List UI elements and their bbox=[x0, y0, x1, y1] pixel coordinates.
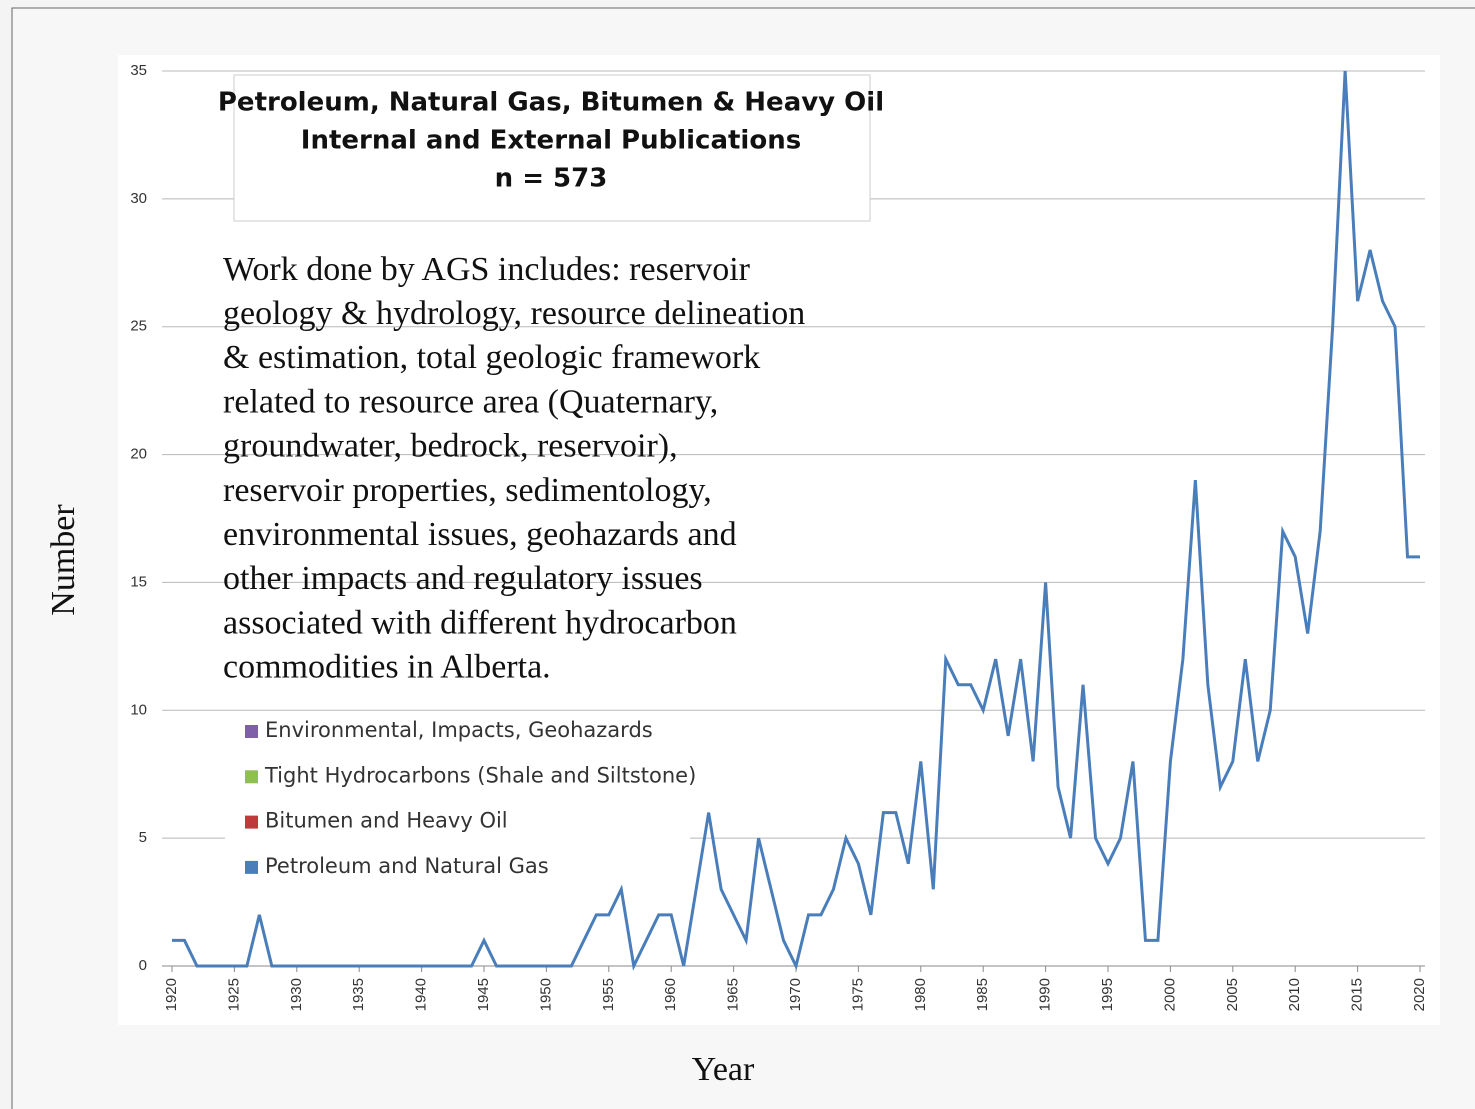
x-tick-label: 1935 bbox=[350, 978, 367, 1011]
x-tick-label: 1930 bbox=[288, 978, 305, 1011]
legend-box bbox=[225, 712, 690, 862]
legend-label: Petroleum and Natural Gas bbox=[265, 854, 549, 878]
legend-swatch bbox=[245, 725, 258, 738]
y-tick-label: 0 bbox=[139, 957, 147, 974]
x-tick-label: 1955 bbox=[600, 978, 617, 1011]
annotation: related to resource area (Quaternary, bbox=[223, 383, 718, 420]
annotation: Work done by AGS includes: reservoir bbox=[223, 251, 751, 288]
legend-swatch bbox=[245, 770, 258, 784]
x-axis-label: Year bbox=[692, 1051, 755, 1088]
annotation: groundwater, bedrock, reservoir), bbox=[223, 428, 678, 465]
annotation: reservoir properties, sedimentology, bbox=[223, 472, 712, 509]
y-tick-label: 5 bbox=[139, 829, 147, 846]
chart-title: n = 573 bbox=[495, 164, 608, 194]
legend-label: Environmental, Impacts, Geohazards bbox=[265, 718, 653, 742]
x-tick-label: 1970 bbox=[787, 978, 804, 1011]
x-tick-label: 2015 bbox=[1349, 978, 1366, 1011]
y-tick-label: 30 bbox=[130, 190, 147, 207]
x-tick-label: 1995 bbox=[1099, 978, 1116, 1011]
x-tick-label: 1940 bbox=[413, 978, 430, 1011]
y-tick-label: 15 bbox=[130, 573, 147, 590]
annotation: other impacts and regulatory issues bbox=[223, 560, 703, 597]
y-tick-label: 35 bbox=[130, 62, 147, 79]
chart-title: Internal and External Publications bbox=[301, 126, 801, 156]
x-tick-label: 1960 bbox=[662, 978, 679, 1011]
x-tick-label: 2020 bbox=[1411, 978, 1428, 1011]
x-tick-label: 1945 bbox=[475, 978, 492, 1011]
y-tick-label: 20 bbox=[130, 446, 147, 463]
y-tick-label: 25 bbox=[130, 318, 147, 335]
annotation: & estimation, total geologic framework bbox=[223, 339, 760, 376]
annotation: environmental issues, geohazards and bbox=[223, 516, 737, 553]
x-tick-label: 1985 bbox=[974, 978, 991, 1011]
x-tick-label: 1950 bbox=[537, 978, 554, 1011]
x-tick-label: 1965 bbox=[725, 978, 742, 1011]
y-axis-label: Number bbox=[45, 504, 82, 616]
x-tick-label: 2010 bbox=[1286, 978, 1303, 1011]
chart-title: Petroleum, Natural Gas, Bitumen & Heavy … bbox=[218, 88, 884, 118]
legend-swatch bbox=[245, 815, 258, 829]
x-tick-label: 1920 bbox=[163, 978, 180, 1011]
legend-label: Bitumen and Heavy Oil bbox=[265, 809, 508, 833]
x-tick-label: 2000 bbox=[1161, 978, 1178, 1011]
data-line bbox=[172, 70, 1420, 971]
x-tick-label: 1925 bbox=[225, 978, 242, 1011]
x-tick-label: 1980 bbox=[912, 978, 929, 1011]
legend-label: Tight Hydrocarbons (Shale and Siltstone) bbox=[264, 763, 696, 787]
x-tick-label: 2005 bbox=[1224, 978, 1241, 1011]
y-tick-label: 10 bbox=[130, 701, 147, 718]
annotation: commodities in Alberta. bbox=[223, 649, 551, 686]
x-tick-label: 1975 bbox=[849, 978, 866, 1011]
annotation: associated with different hydrocarbon bbox=[223, 604, 737, 641]
legend-swatch bbox=[245, 860, 258, 874]
annotation: geology & hydrology, resource delineatio… bbox=[223, 295, 805, 332]
x-tick-label: 1990 bbox=[1037, 978, 1054, 1011]
title-box bbox=[233, 74, 871, 222]
